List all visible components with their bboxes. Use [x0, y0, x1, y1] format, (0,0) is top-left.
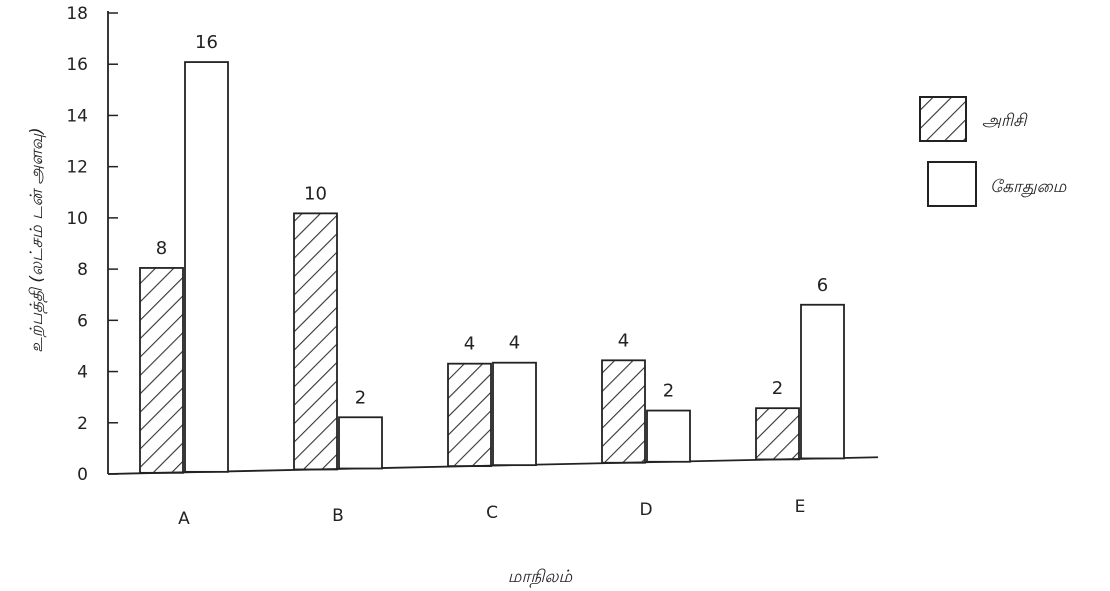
y-tick-label: 12: [66, 158, 88, 178]
bar-wheat: [492, 361, 537, 467]
legend-label-rice: அரிசி: [982, 111, 1028, 131]
bar-rice: [139, 267, 184, 474]
bar-wheat: [646, 409, 691, 463]
bar-wheat: [800, 303, 845, 460]
y-tick-label: 6: [77, 311, 88, 331]
bar-value-label: 2: [772, 378, 783, 399]
y-tick-label: 2: [77, 414, 88, 434]
bar-value-label: 8: [156, 238, 167, 259]
bar-value-label: 2: [355, 387, 366, 408]
bar-value-label: 16: [195, 32, 218, 53]
x-category-label: A: [178, 509, 190, 529]
bars: [139, 61, 845, 474]
x-category-label: D: [639, 500, 652, 520]
x-category-label: E: [795, 497, 806, 517]
bar-value-label: 4: [618, 330, 629, 351]
bar-value-label: 2: [663, 381, 674, 402]
x-category-label: B: [332, 506, 344, 526]
y-axis-title: உற்பத்தி (லட்சம் டன் அளவு): [27, 127, 48, 352]
bar-rice: [755, 407, 800, 461]
y-tick-label: 8: [77, 260, 88, 280]
legend-swatch-rice: [919, 96, 967, 142]
bar-value-label: 4: [509, 333, 520, 354]
y-tick-label: 4: [77, 363, 88, 383]
bar-value-label: 10: [304, 183, 327, 204]
legend-label-wheat: கோதுமை: [990, 177, 1068, 198]
bar-rice: [601, 359, 646, 464]
legend: அரிசி கோதுமை: [919, 96, 1068, 207]
bar-value-label: 6: [817, 275, 828, 296]
x-axis-title: மாநிலம்: [508, 567, 574, 588]
x-category-label: C: [486, 503, 498, 523]
y-tick-label: 14: [66, 106, 88, 126]
bar-rice: [447, 362, 492, 468]
y-tick-label: 10: [66, 209, 88, 229]
bar-value-label: 4: [464, 334, 475, 355]
bar-wheat: [184, 61, 229, 473]
y-tick-label: 16: [66, 55, 88, 75]
data-labels: 8 10 4 4 2 16 2 4 2 6: [156, 32, 828, 408]
y-tick-label: 0: [77, 465, 88, 485]
legend-swatch-wheat: [927, 161, 977, 207]
bar-wheat: [338, 416, 383, 470]
y-tick-label: 18: [66, 4, 88, 24]
y-axis: 0 2 4 6 8 10 12 14 16 18: [66, 4, 118, 485]
bar-rice: [293, 212, 338, 471]
